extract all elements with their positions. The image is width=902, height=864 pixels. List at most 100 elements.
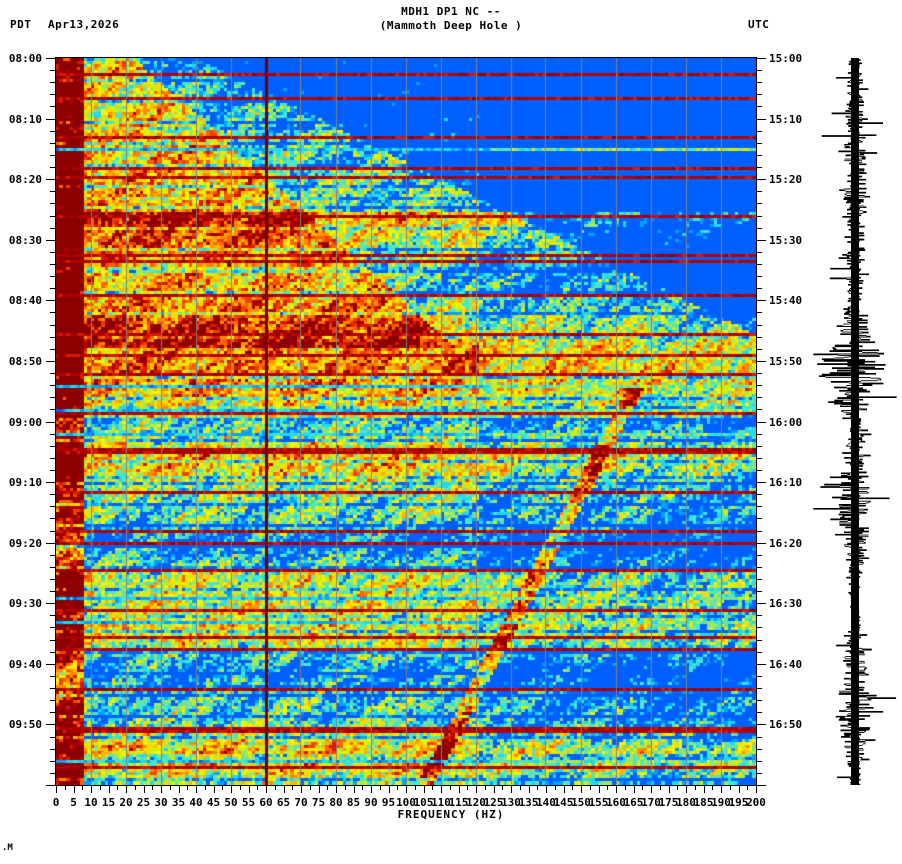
timezone-label-left: PDT [10, 18, 32, 31]
frequency-tick-label: 95 [381, 796, 396, 809]
frequency-tick [581, 786, 582, 793]
frequency-tick [458, 786, 460, 793]
time-tick-left [50, 554, 55, 556]
time-tick-right [757, 748, 762, 750]
time-tick-left [50, 167, 55, 169]
frequency-tick [257, 786, 259, 790]
frequency-tick [589, 786, 591, 790]
time-tick-right [757, 385, 762, 387]
time-label-utc: 16:40 [769, 657, 803, 671]
frequency-tick [64, 786, 66, 790]
time-label-pdt: 08:40 [8, 294, 42, 308]
frequency-tick [616, 786, 617, 793]
frequency-tick [239, 786, 241, 790]
time-tick-left [50, 276, 55, 278]
frequency-tick-label: 40 [189, 796, 203, 809]
time-label-utc: 16:10 [769, 476, 803, 490]
frequency-tick-label: 0 [52, 796, 60, 809]
frequency-tick-label: 25 [136, 796, 151, 809]
time-tick-left [50, 227, 55, 229]
time-tick-right [757, 276, 762, 278]
frequency-tick [143, 786, 145, 793]
time-tick-right [757, 506, 762, 508]
time-tick-left [50, 82, 55, 84]
seismogram-svg [813, 58, 897, 785]
frequency-axis-title: FREQUENCY (HZ) [397, 808, 505, 821]
frequency-tick [476, 786, 477, 793]
time-tick-right [757, 566, 762, 568]
frequency-tick-label: 110 [431, 796, 451, 809]
spectrogram-plot[interactable] [56, 58, 756, 785]
time-tick-left [50, 348, 55, 350]
frequency-tick-label: 90 [364, 796, 378, 809]
time-label-pdt: 09:40 [8, 657, 42, 671]
time-tick-right [757, 627, 762, 629]
frequency-tick-label: 70 [294, 796, 308, 809]
time-tick-right [757, 373, 762, 375]
time-label-utc: 15:10 [769, 112, 803, 126]
frequency-tick [134, 786, 136, 790]
frequency-tick [204, 786, 206, 790]
frequency-tick [712, 786, 714, 790]
time-tick-left [50, 142, 55, 144]
frequency-tick [756, 786, 757, 793]
frequency-tick-label: 20 [119, 796, 133, 809]
frequency-tick [624, 786, 626, 790]
time-tick-left [46, 663, 55, 665]
time-tick-right [757, 530, 762, 532]
frequency-tick [126, 786, 127, 793]
time-tick-left [46, 300, 55, 302]
time-label-pdt: 08:20 [8, 173, 42, 187]
frequency-tick-label: 35 [171, 796, 186, 809]
time-tick-left [50, 579, 55, 581]
frequency-tick-label: 155 [588, 796, 609, 809]
time-tick-right [757, 312, 762, 314]
time-tick-right [757, 191, 762, 193]
frequency-tick [91, 786, 92, 793]
time-label-utc: 15:30 [769, 233, 803, 247]
frequency-tick [292, 786, 294, 790]
frequency-tick [379, 786, 381, 790]
frequency-tick-label: 55 [241, 796, 256, 809]
time-tick-right [757, 239, 766, 241]
time-label-pdt: 09:20 [8, 536, 42, 550]
frequency-tick-label: 135 [518, 796, 539, 809]
time-tick-left [50, 772, 55, 774]
time-tick-right [757, 421, 766, 423]
frequency-tick [502, 786, 504, 790]
seismogram-trace[interactable] [812, 58, 898, 785]
time-tick-right [757, 82, 762, 84]
frequency-tick-label: 170 [641, 796, 661, 809]
time-tick-right [757, 772, 762, 774]
frequency-tick [82, 786, 84, 790]
frequency-tick [659, 786, 661, 790]
frequency-tick [73, 786, 75, 793]
time-tick-left [50, 385, 55, 387]
time-tick-left [50, 130, 55, 132]
frequency-axis: 0 5 10 15 20 25 30 35 40 45 50 55 60 65 70 75 80 85 90 95 10… [52, 786, 766, 826]
time-tick-right [757, 106, 762, 108]
frequency-tick-label: 30 [154, 796, 168, 809]
time-tick-left [50, 397, 55, 399]
frequency-tick-label: 85 [346, 796, 361, 809]
frequency-tick [554, 786, 556, 790]
time-tick-right [757, 336, 762, 338]
frequency-tick [187, 786, 189, 790]
frequency-tick-label: 45 [206, 796, 221, 809]
frequency-tick [423, 786, 425, 793]
frequency-tick [484, 786, 486, 790]
frequency-tick [537, 786, 539, 790]
frequency-tick-label: 5 [70, 796, 77, 809]
frequency-tick [511, 786, 512, 793]
time-tick-right [757, 70, 762, 72]
spectrogram-canvas[interactable] [56, 58, 756, 785]
frequency-tick-label: 65 [276, 796, 291, 809]
frequency-tick [668, 786, 670, 793]
time-tick-left [50, 760, 55, 762]
time-tick-right [757, 603, 766, 605]
frequency-tick [231, 786, 232, 793]
time-tick-left [46, 179, 55, 181]
frequency-tick [738, 786, 740, 793]
time-tick-right [757, 130, 762, 132]
time-tick-left [50, 191, 55, 193]
